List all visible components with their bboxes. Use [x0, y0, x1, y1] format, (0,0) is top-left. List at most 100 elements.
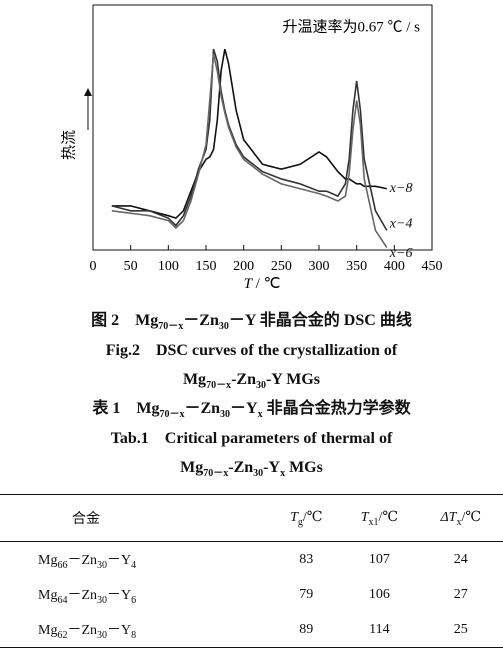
x-label-unit: / ℃	[252, 276, 281, 292]
caption: Fig.2 DSC curves of the crystallization …	[0, 336, 503, 366]
caption: Mg70－x-Zn30-Y MGs	[0, 366, 503, 394]
table-row: Mg66－Zn30－Y4 83 107 24	[0, 542, 503, 578]
series-label: x−4	[389, 217, 413, 232]
x-tick-label: 450	[422, 259, 443, 274]
text-part: Mg	[38, 587, 58, 603]
table-cell: Mg64－Zn30－Y6	[0, 577, 272, 612]
x-axis-label: T / ℃	[244, 276, 281, 292]
caption: Mg70－x-Zn30-Yx MGs	[0, 454, 503, 482]
text-part: -Y	[263, 459, 281, 476]
table-cell: 114	[369, 621, 390, 637]
text-part: 表 1 Mg	[92, 400, 160, 417]
table-cell: 24	[453, 551, 468, 567]
caption: 图 2 Mg70－x－Zn30－Y 非晶合金的 DSC 曲线	[0, 306, 503, 336]
header-cell: 合金	[0, 495, 272, 542]
subscript: 30	[97, 559, 108, 571]
x-tick-label: 250	[271, 259, 292, 274]
series-label: x−8	[389, 181, 413, 196]
text-part: －Y	[107, 587, 132, 603]
x-tick-label: 400	[384, 259, 405, 274]
subscript: 30	[255, 380, 266, 392]
subscript: 70－x	[203, 468, 229, 480]
subscript: 70－x	[159, 409, 185, 421]
text-part: －Zn	[67, 587, 98, 603]
x-label-var: T	[244, 276, 254, 292]
header-row: 合金 Tg/℃ Tx1/℃ ΔTx/℃	[0, 494, 503, 542]
subscript: 30	[253, 468, 264, 480]
subscript: 30	[220, 409, 231, 421]
subscript: 30	[218, 321, 229, 333]
table-row: Mg62－Zn30－Y8 89 114 25	[0, 612, 503, 648]
captions: 图 2 Mg70－x－Zn30－Y 非晶合金的 DSC 曲线 Fig.2 DSC …	[0, 306, 503, 482]
caption: Tab.1 Critical parameters of thermal of	[0, 424, 503, 454]
text-part: Tab.1 Critical parameters of thermal of	[110, 430, 393, 447]
header-cell: ΔTx/℃	[418, 495, 503, 542]
series-line	[111, 48, 387, 220]
text-part: －Zn	[183, 312, 219, 329]
table-cell: 89	[299, 621, 314, 637]
subscript: 4	[131, 559, 137, 571]
caption: 表 1 Mg70－x－Zn30－Yx 非晶合金热力学参数	[0, 394, 503, 424]
subscript: 30	[97, 594, 108, 606]
table-cell: 27	[453, 586, 468, 602]
text-part: /℃	[302, 509, 323, 525]
table-cell: 25	[453, 621, 468, 637]
subscript: 30	[97, 629, 108, 641]
text-part: －Zn	[67, 552, 98, 568]
text-part: －Y	[107, 552, 132, 568]
text-part: Mg	[180, 459, 204, 476]
subscript: g	[297, 516, 303, 528]
text-part: ΔT	[440, 509, 457, 525]
table-cell: 106	[368, 586, 390, 602]
text-part: T	[360, 509, 369, 525]
x-tick-label: 150	[196, 259, 217, 274]
text-part: Mg	[38, 552, 58, 568]
subscript: x	[280, 468, 286, 480]
header-cell: Tx1/℃	[340, 495, 418, 542]
subscript: 66	[57, 559, 68, 571]
x-tick-label: 50	[124, 259, 138, 274]
text-part: /℃	[461, 509, 482, 525]
text-part: －Y 非晶合金的 DSC 曲线	[228, 312, 412, 329]
text-part: Mg	[38, 622, 58, 638]
x-tick-label: 100	[158, 259, 179, 274]
x-tick-label: 0	[90, 259, 97, 274]
table-cell: 79	[299, 586, 314, 602]
y-axis-label: 热流	[60, 130, 77, 160]
text-part: 图 2 Mg	[91, 312, 159, 329]
subscript: 8	[131, 629, 137, 641]
header-cell: Tg/℃	[272, 495, 340, 542]
text-part: Fig.2 DSC curves of the crystallization …	[105, 342, 398, 359]
subscript: 70－x	[158, 321, 184, 333]
chart: 升温速率为0.67 ℃ / s 热流 T / ℃ 0 50 100 150 200 250…	[60, 4, 443, 292]
text-part: Mg	[182, 371, 207, 388]
x-tick-label: 200	[233, 259, 254, 274]
plot-frame	[92, 4, 433, 251]
series-line	[111, 53, 388, 248]
series-line	[111, 48, 388, 231]
subscript: 70－x	[206, 380, 232, 392]
table-cell: Mg66－Zn30－Y4	[0, 542, 272, 578]
text-part: －Y	[107, 622, 132, 638]
table-row: Mg64－Zn30－Y6 79 106 27	[0, 577, 503, 612]
text-part: MGs	[285, 459, 323, 476]
text-part: －Y	[230, 400, 258, 417]
series-label: x−6	[389, 246, 413, 261]
table: 合金 Tg/℃ Tx1/℃ ΔTx/℃ Mg66－Zn30－Y4 83 107 24 Mg64－…	[0, 494, 503, 648]
table-cell: Mg62－Zn30－Y8	[0, 612, 272, 648]
text-part: 非晶合金热力学参数	[262, 400, 411, 417]
text-part: -Zn	[228, 459, 254, 476]
annotation: 升温速率为0.67 ℃ / s	[282, 18, 420, 35]
subscript: x	[257, 409, 263, 421]
text-part: －Zn	[67, 622, 98, 638]
table-cell: 107	[368, 551, 390, 567]
table-cell: 83	[299, 551, 314, 567]
x-tick-label: 350	[346, 259, 367, 274]
text-part: -Y MGs	[265, 371, 321, 388]
text-part: 合金	[72, 512, 100, 527]
subscript: x1	[368, 516, 379, 528]
text-part: /℃	[378, 509, 399, 525]
subscript: x	[456, 516, 462, 528]
text-part: -Zn	[231, 371, 256, 388]
